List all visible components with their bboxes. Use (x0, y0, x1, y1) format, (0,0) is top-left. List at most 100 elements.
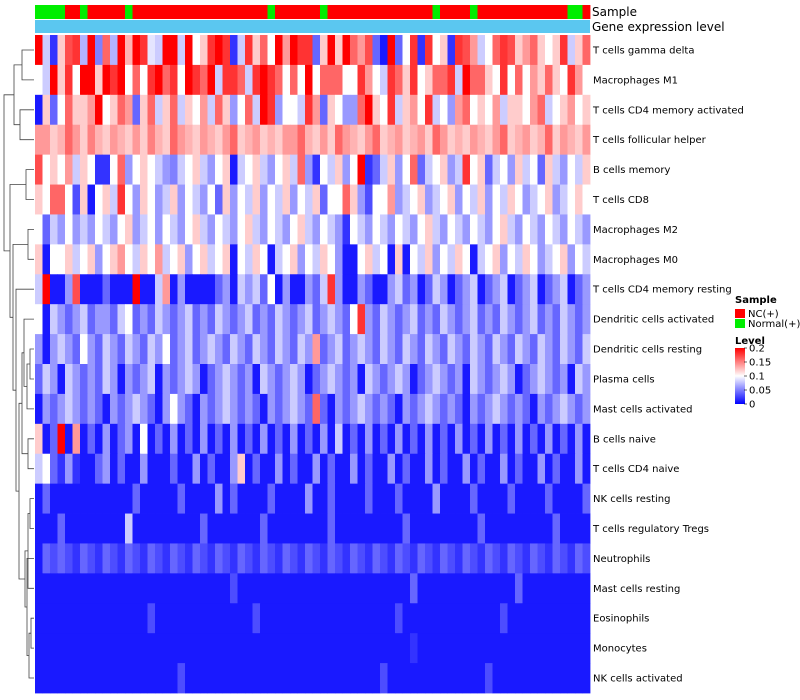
heatmap-cell (552, 184, 561, 215)
heatmap-cell (185, 184, 193, 215)
heatmap-cell (125, 364, 133, 395)
heatmap-cell (95, 573, 103, 604)
heatmap-cell (117, 274, 126, 305)
sample-annotation-cell (57, 5, 66, 19)
heatmap-cell (125, 184, 133, 215)
heatmap-cell (477, 364, 486, 395)
legend-tick-label: 0.2 (749, 344, 765, 355)
heatmap-cell (155, 603, 163, 634)
heatmap-cell (455, 334, 463, 365)
heatmap-cell (57, 64, 66, 96)
heatmap-cell (282, 483, 291, 514)
heatmap-cell (57, 274, 66, 305)
heatmap-cell (35, 364, 43, 395)
heatmap-cell (95, 64, 103, 96)
heatmap-cell (177, 603, 186, 634)
heatmap-cell (117, 513, 126, 544)
heatmap-cell (65, 483, 73, 514)
heatmap-cell (567, 214, 576, 245)
heatmap-cell (462, 364, 471, 395)
heatmap-cell (515, 663, 523, 694)
heatmap-cell (222, 94, 231, 126)
heatmap-cell (365, 334, 373, 365)
heatmap-cell (297, 154, 306, 185)
heatmap-cell (387, 513, 396, 544)
sample-annotation-cell (522, 5, 531, 19)
heatmap-cell (252, 633, 261, 664)
heatmap-cell (275, 334, 283, 365)
heatmap-cell (297, 573, 306, 604)
heatmap-cell (545, 94, 553, 126)
heatmap-cell (402, 154, 411, 185)
heatmap-cell (80, 274, 88, 305)
heatmap-cell (575, 64, 583, 96)
heatmap-cell (320, 154, 328, 185)
heatmap-cell (102, 124, 111, 156)
heatmap-cell (440, 304, 448, 335)
heatmap-cell (297, 94, 306, 126)
heatmap-cell (425, 453, 433, 485)
heatmap-cell (245, 64, 253, 96)
heatmap-cell (237, 663, 246, 694)
heatmap-cell (357, 483, 366, 514)
heatmap-cell (432, 364, 441, 395)
heatmap-cell (192, 364, 201, 395)
heatmap-cell (50, 274, 58, 305)
heatmap-cell (50, 453, 58, 485)
heatmap-cell (455, 393, 463, 425)
heatmap-cell (155, 334, 163, 365)
heatmap-cell (42, 453, 51, 485)
heatmap-cell (132, 633, 141, 664)
heatmap-cell (327, 184, 336, 215)
heatmap-cell (267, 573, 276, 604)
heatmap-cell (110, 184, 118, 215)
heatmap-cell (305, 573, 313, 604)
heatmap-cell (440, 94, 448, 126)
heatmap-cell (42, 364, 51, 395)
heatmap-cell (230, 64, 238, 96)
heatmap-cell (252, 364, 261, 395)
heatmap-cell (290, 513, 298, 544)
heatmap-cell (200, 483, 208, 514)
heatmap-cell (357, 573, 366, 604)
heatmap-cell (110, 543, 118, 574)
heatmap-cell (455, 274, 463, 305)
heatmap-cell (492, 214, 501, 245)
heatmap-cell (185, 364, 193, 395)
heatmap-cell (237, 513, 246, 544)
heatmap-cell (440, 334, 448, 365)
column-annotations (35, 5, 591, 33)
heatmap-cell (140, 304, 148, 335)
heatmap-cell (237, 453, 246, 485)
heatmap-cell (537, 154, 546, 185)
heatmap-cell (200, 573, 208, 604)
heatmap-cell (245, 603, 253, 634)
heatmap-cell (567, 423, 576, 455)
heatmap-cell (485, 154, 493, 185)
heatmap-cell (425, 334, 433, 365)
heatmap-cell (432, 304, 441, 335)
heatmap-cell (462, 274, 471, 305)
heatmap-cell (260, 423, 268, 455)
sample-annotation-cell (72, 5, 81, 19)
heatmap-cell (485, 603, 493, 634)
heatmap-cell (72, 573, 81, 604)
heatmap-cell (177, 573, 186, 604)
heatmap-cell (440, 214, 448, 245)
heatmap-cell (447, 94, 456, 126)
heatmap-cell (140, 543, 148, 574)
heatmap-cell (387, 64, 396, 96)
heatmap-cell (200, 633, 208, 664)
heatmap-cell (515, 35, 523, 66)
heatmap-cell (380, 35, 388, 66)
heatmap-cell (500, 64, 508, 96)
heatmap-cell (80, 513, 88, 544)
heatmap-cell (327, 304, 336, 335)
row-label: Mast cells resting (593, 584, 680, 595)
heatmap-cell (470, 453, 478, 485)
heatmap-cell (230, 573, 238, 604)
heatmap-cell (500, 483, 508, 514)
heatmap-cell (462, 513, 471, 544)
heatmap-cell (530, 364, 538, 395)
heatmap-cell (485, 453, 493, 485)
